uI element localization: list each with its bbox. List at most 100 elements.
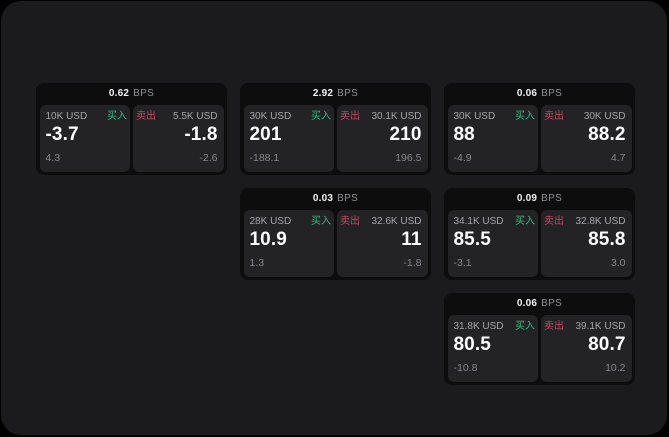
buy-tile-top-row: 30K USD 买入	[249, 110, 332, 123]
sell-delta: 196.5	[395, 151, 422, 164]
spread-unit-label: BPS	[337, 193, 359, 205]
spread-header: 2.92 BPS	[244, 83, 428, 105]
spread-unit-label: BPS	[337, 88, 359, 100]
buy-delta: -3.1	[453, 256, 472, 269]
sell-size-label: 39.1K USD	[575, 321, 626, 332]
quote-card: 0.06 BPS 30K USD 买入 88 -4.9 卖出	[444, 83, 635, 175]
quote-card: 2.92 BPS 30K USD 买入 201 -188.1 卖出	[240, 83, 431, 175]
sell-side-tag: 卖出	[340, 216, 360, 227]
quote-card-body: 34.1K USD 买入 85.5 -3.1 卖出 32.8K USD 85.8…	[447, 209, 632, 277]
sell-price: 85.8	[588, 229, 626, 250]
quote-card: 0.62 BPS 10K USD 买入 -3.7 4.3 卖出	[36, 83, 227, 175]
quote-card: 0.03 BPS 28K USD 买入 10.9 1.3 卖出	[240, 188, 431, 280]
quote-card-body: 30K USD 买入 88 -4.9 卖出 30K USD 88.2 4.7	[447, 104, 632, 172]
quote-card-body: 28K USD 买入 10.9 1.3 卖出 32.6K USD 11 -1.8	[243, 209, 428, 277]
sell-price: -1.8	[184, 124, 218, 145]
spread-unit-label: BPS	[541, 298, 563, 310]
sell-delta: 4.7	[610, 151, 626, 164]
quote-card: 0.06 BPS 31.8K USD 买入 80.5 -10.8 卖	[444, 293, 635, 385]
spread-value: 0.06	[516, 88, 538, 100]
spread-value: 2.92	[312, 88, 334, 100]
sell-price-tile[interactable]: 卖出 30.1K USD 210 196.5	[337, 104, 428, 172]
sell-price-tile[interactable]: 卖出 32.8K USD 85.8 3.0	[541, 209, 632, 277]
sell-side-tag: 卖出	[340, 111, 360, 122]
sell-size-label: 30K USD	[583, 111, 626, 122]
spread-unit-label: BPS	[133, 88, 155, 100]
sell-price-tile[interactable]: 卖出 32.6K USD 11 -1.8	[337, 209, 428, 277]
buy-side-tag: 买入	[515, 321, 535, 332]
buy-tile-top-row: 31.8K USD 买入	[453, 320, 536, 333]
buy-size-label: 10K USD	[45, 111, 88, 122]
buy-price-tile[interactable]: 34.1K USD 买入 85.5 -3.1	[447, 209, 538, 277]
buy-side-tag: 买入	[311, 216, 331, 227]
buy-side-tag: 买入	[515, 111, 535, 122]
spread-value: 0.09	[516, 193, 538, 205]
buy-size-label: 30K USD	[453, 111, 496, 122]
buy-tile-top-row: 34.1K USD 买入	[453, 215, 536, 228]
buy-price: -3.7	[45, 124, 79, 145]
buy-size-label: 31.8K USD	[453, 321, 504, 332]
sell-price: 11	[401, 229, 422, 250]
quote-card: 0.09 BPS 34.1K USD 买入 85.5 -3.1 卖出	[444, 188, 635, 280]
buy-delta: -10.8	[453, 361, 478, 374]
sell-price-tile[interactable]: 卖出 5.5K USD -1.8 -2.6	[133, 104, 224, 172]
buy-side-tag: 买入	[515, 216, 535, 227]
quote-card-body: 30K USD 买入 201 -188.1 卖出 30.1K USD 210 1…	[243, 104, 428, 172]
buy-price: 85.5	[453, 229, 491, 250]
spread-value: 0.03	[312, 193, 334, 205]
buy-delta: -188.1	[249, 151, 280, 164]
spread-value: 0.62	[108, 88, 130, 100]
sell-size-label: 32.6K USD	[371, 216, 422, 227]
spread-unit-label: BPS	[541, 88, 563, 100]
spread-header: 0.62 BPS	[40, 83, 224, 105]
sell-tile-top-row: 卖出 32.8K USD	[544, 215, 626, 228]
buy-size-label: 34.1K USD	[453, 216, 504, 227]
sell-tile-top-row: 卖出 39.1K USD	[544, 320, 626, 333]
spread-unit-label: BPS	[541, 193, 563, 205]
sell-side-tag: 卖出	[544, 216, 564, 227]
sell-side-tag: 卖出	[544, 111, 564, 122]
sell-price: 210	[389, 124, 422, 145]
sell-tile-top-row: 卖出 30K USD	[544, 110, 626, 123]
sell-price-tile[interactable]: 卖出 39.1K USD 80.7 10.2	[541, 314, 632, 382]
sell-side-tag: 卖出	[136, 111, 156, 122]
spread-value: 0.06	[516, 298, 538, 310]
buy-price-tile[interactable]: 30K USD 买入 88 -4.9	[447, 104, 538, 172]
buy-price-tile[interactable]: 10K USD 买入 -3.7 4.3	[39, 104, 130, 172]
sell-delta: -2.6	[199, 151, 218, 164]
spread-header: 0.06 BPS	[448, 83, 632, 105]
buy-delta: 1.3	[249, 256, 265, 269]
buy-price: 201	[249, 124, 282, 145]
buy-delta: 4.3	[45, 151, 61, 164]
buy-size-label: 30K USD	[249, 111, 292, 122]
buy-side-tag: 买入	[107, 111, 127, 122]
sell-delta: -1.8	[403, 256, 422, 269]
buy-price-tile[interactable]: 28K USD 买入 10.9 1.3	[243, 209, 334, 277]
sell-side-tag: 卖出	[544, 321, 564, 332]
sell-size-label: 30.1K USD	[371, 111, 422, 122]
buy-size-label: 28K USD	[249, 216, 292, 227]
quote-card-body: 31.8K USD 买入 80.5 -10.8 卖出 39.1K USD 80.…	[447, 314, 632, 382]
buy-tile-top-row: 28K USD 买入	[249, 215, 332, 228]
spread-header: 0.03 BPS	[244, 188, 428, 210]
buy-price: 88	[453, 124, 475, 145]
sell-price: 80.7	[588, 334, 626, 355]
sell-price-tile[interactable]: 卖出 30K USD 88.2 4.7	[541, 104, 632, 172]
buy-tile-top-row: 30K USD 买入	[453, 110, 536, 123]
buy-side-tag: 买入	[311, 111, 331, 122]
quote-grid: 0.62 BPS 10K USD 买入 -3.7 4.3 卖出	[36, 83, 635, 385]
buy-delta: -4.9	[453, 151, 472, 164]
buy-price: 80.5	[453, 334, 491, 355]
buy-price: 10.9	[249, 229, 287, 250]
buy-tile-top-row: 10K USD 买入	[45, 110, 128, 123]
sell-delta: 3.0	[610, 256, 626, 269]
quote-card-body: 10K USD 买入 -3.7 4.3 卖出 5.5K USD -1.8 -2.…	[39, 104, 224, 172]
sell-tile-top-row: 卖出 5.5K USD	[136, 110, 218, 123]
buy-price-tile[interactable]: 31.8K USD 买入 80.5 -10.8	[447, 314, 538, 382]
sell-tile-top-row: 卖出 32.6K USD	[340, 215, 422, 228]
spread-header: 0.06 BPS	[448, 293, 632, 315]
spread-header: 0.09 BPS	[448, 188, 632, 210]
buy-price-tile[interactable]: 30K USD 买入 201 -188.1	[243, 104, 334, 172]
